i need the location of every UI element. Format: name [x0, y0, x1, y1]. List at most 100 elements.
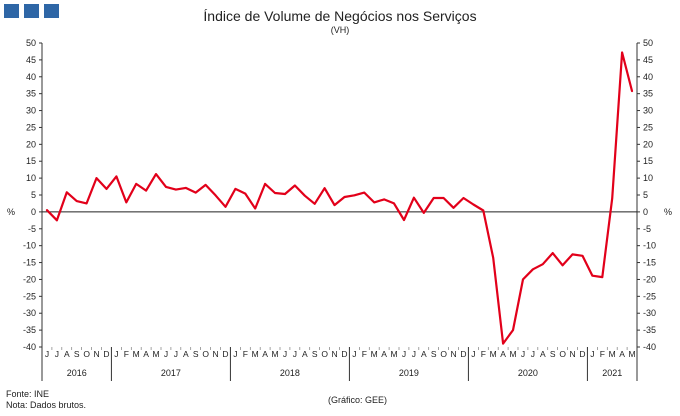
x-month-label: M [152, 349, 159, 359]
x-month-label: J [293, 349, 297, 359]
y-tick-label-right: -20 [643, 274, 656, 284]
x-month-label: S [74, 349, 80, 359]
data-point [313, 202, 316, 205]
data-point [353, 194, 356, 197]
y-axis-unit-right: % [664, 207, 672, 217]
data-point [323, 187, 326, 190]
x-month-label: M [371, 349, 378, 359]
y-tick-label-left: 5 [31, 190, 36, 200]
data-point [413, 196, 415, 199]
x-month-label: O [440, 349, 447, 359]
x-year-label: 2020 [518, 368, 538, 378]
data-point [105, 188, 108, 190]
x-month-label: M [133, 349, 140, 359]
x-year-label: 2019 [399, 368, 419, 378]
y-tick-label-right: 25 [643, 122, 653, 132]
data-point [75, 200, 78, 202]
y-tick-label-right: 5 [643, 190, 648, 200]
x-month-label: S [550, 349, 556, 359]
data-point [541, 263, 544, 266]
y-tick-label-left: -10 [23, 241, 36, 251]
x-month-label: S [193, 349, 199, 359]
y-tick-label-left: 50 [26, 38, 36, 48]
x-month-label: N [93, 349, 99, 359]
x-month-label: D [460, 349, 466, 359]
data-point [125, 201, 128, 204]
y-tick-label-left: 40 [26, 72, 36, 82]
x-month-label: J [531, 349, 535, 359]
y-tick-label-left: 25 [26, 122, 36, 132]
data-point [65, 191, 68, 194]
data-point [432, 197, 435, 199]
data-point [512, 329, 514, 331]
data-point [46, 209, 48, 211]
x-month-label: A [500, 349, 506, 359]
x-year-label: 2016 [67, 368, 87, 378]
x-month-label: J [55, 349, 59, 359]
data-point [264, 183, 266, 185]
y-tick-label-right: 35 [643, 89, 653, 99]
y-tick-label-right: -5 [643, 224, 651, 234]
y-tick-label-left: -15 [23, 258, 36, 268]
data-point [551, 252, 554, 254]
logo-square-1 [4, 4, 19, 18]
x-month-label: D [341, 349, 347, 359]
x-month-label: N [450, 349, 456, 359]
x-month-label: A [381, 349, 387, 359]
x-month-label: J [45, 349, 49, 359]
y-axis-unit-left: % [7, 207, 15, 217]
data-point [472, 203, 475, 206]
x-month-label: J [471, 349, 475, 359]
y-tick-label-right: -25 [643, 291, 656, 301]
data-point [621, 51, 623, 54]
x-month-label: J [174, 349, 178, 359]
y-tick-label-left: -25 [23, 291, 36, 301]
data-point [462, 197, 465, 199]
y-tick-label-left: -35 [23, 325, 36, 335]
y-tick-label-right: 40 [643, 72, 653, 82]
x-month-label: M [509, 349, 516, 359]
y-tick-label-left: 35 [26, 89, 36, 99]
data-point [244, 192, 247, 195]
chart-title: Índice de Volume de Negócios nos Serviço… [203, 8, 477, 24]
x-month-label: F [243, 349, 248, 359]
y-tick-label-left: 0 [31, 207, 36, 217]
data-point [224, 206, 227, 208]
y-tick-label-left: 30 [26, 106, 36, 116]
x-month-label: A [143, 349, 149, 359]
data-point [184, 187, 187, 189]
x-month-label: A [421, 349, 427, 359]
x-month-label: D [579, 349, 585, 359]
data-point [343, 196, 346, 198]
y-tick-label-left: 20 [26, 139, 36, 149]
x-month-label: S [312, 349, 318, 359]
x-month-label: J [402, 349, 406, 359]
y-tick-label-right: 20 [643, 139, 653, 149]
x-month-label: F [481, 349, 486, 359]
logo-square-3 [44, 4, 59, 18]
x-month-label: M [609, 349, 616, 359]
data-point [363, 191, 366, 194]
data-point [274, 192, 276, 194]
x-month-label: F [600, 349, 605, 359]
data-point [561, 264, 564, 267]
x-month-label: N [212, 349, 218, 359]
x-month-label: M [628, 349, 635, 359]
data-point [175, 188, 177, 191]
data-point [165, 186, 167, 188]
x-month-label: M [252, 349, 259, 359]
x-month-label: J [114, 349, 118, 359]
x-month-label: N [331, 349, 337, 359]
x-year-label: 2018 [280, 368, 300, 378]
y-tick-label-right: -35 [643, 325, 656, 335]
data-point [482, 209, 485, 212]
x-month-label: A [64, 349, 70, 359]
data-point [194, 191, 197, 194]
x-month-label: J [164, 349, 168, 359]
data-point [522, 278, 524, 281]
data-point [452, 207, 455, 209]
y-tick-label-right: -30 [643, 308, 656, 318]
y-tick-label-right: 15 [643, 156, 653, 166]
data-point [502, 342, 504, 345]
x-month-label: O [321, 349, 328, 359]
